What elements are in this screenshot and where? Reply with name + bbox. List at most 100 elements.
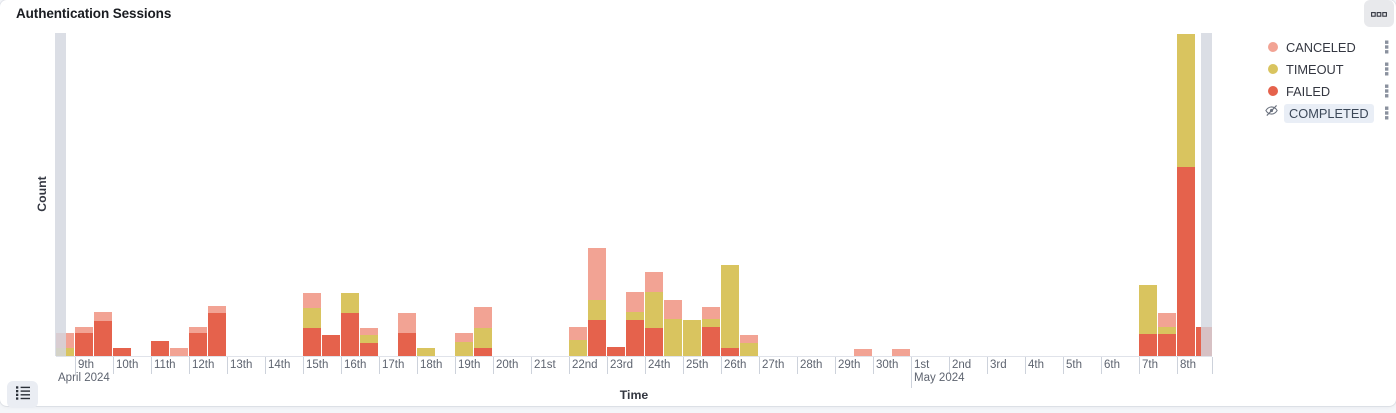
bar-segment-canceled[interactable] bbox=[664, 300, 682, 319]
x-tick bbox=[987, 357, 988, 374]
bar-segment-failed[interactable] bbox=[474, 348, 492, 356]
bar-segment-timeout[interactable] bbox=[1139, 285, 1157, 334]
bar-segment-timeout[interactable] bbox=[1177, 34, 1195, 167]
bar-segment-canceled[interactable] bbox=[360, 328, 378, 335]
legend-item-label: FAILED bbox=[1286, 83, 1331, 99]
x-tick bbox=[265, 357, 266, 374]
bar-segment-canceled[interactable] bbox=[645, 272, 663, 292]
x-tick-label: 17th bbox=[382, 359, 405, 371]
x-tick-label: 10th bbox=[116, 359, 139, 371]
panel-options-button[interactable] bbox=[1364, 0, 1394, 27]
bar-segment-timeout[interactable] bbox=[721, 265, 739, 348]
bar-segment-canceled[interactable] bbox=[303, 293, 321, 308]
bar-segment-failed[interactable] bbox=[189, 333, 207, 356]
bar-segment-timeout[interactable] bbox=[683, 320, 701, 356]
x-tick-label: 15th bbox=[306, 359, 329, 371]
bar-segment-canceled[interactable] bbox=[208, 306, 226, 313]
legend-item-completed[interactable]: COMPLETED bbox=[1264, 102, 1392, 124]
x-tick bbox=[1139, 357, 1140, 374]
bar-segment-failed[interactable] bbox=[721, 348, 739, 356]
bar-segment-timeout[interactable] bbox=[417, 348, 435, 356]
bar-segment-failed[interactable] bbox=[75, 333, 93, 356]
bar-segment-canceled[interactable] bbox=[740, 335, 758, 343]
legend-actions-button[interactable] bbox=[1380, 40, 1392, 54]
legend-item-failed[interactable]: FAILED bbox=[1264, 80, 1392, 102]
boxes-horizontal-icon bbox=[1371, 6, 1387, 21]
x-tick bbox=[797, 357, 798, 374]
bar-segment-canceled[interactable] bbox=[702, 307, 720, 319]
x-tick-label: 22nd bbox=[572, 359, 598, 371]
x-month-label: April 2024 bbox=[58, 372, 110, 384]
bar-segment-failed[interactable] bbox=[94, 321, 112, 356]
x-tick-label: 18th bbox=[420, 359, 443, 371]
bar-segment-failed[interactable] bbox=[588, 320, 606, 356]
bar-segment-canceled[interactable] bbox=[170, 348, 188, 356]
bar-segment-failed[interactable] bbox=[1177, 167, 1195, 356]
bar-segment-canceled[interactable] bbox=[75, 327, 93, 333]
bar-segment-canceled[interactable] bbox=[854, 349, 872, 356]
legend-actions-button[interactable] bbox=[1380, 106, 1392, 120]
bar-segment-failed[interactable] bbox=[702, 327, 720, 356]
bar-segment-canceled[interactable] bbox=[455, 333, 473, 342]
bar-segment-canceled[interactable] bbox=[189, 327, 207, 333]
bar-segment-failed[interactable] bbox=[208, 313, 226, 356]
legend-item-canceled[interactable]: CANCELED bbox=[1264, 36, 1392, 58]
bar-segment-timeout[interactable] bbox=[626, 312, 644, 320]
bar-segment-failed[interactable] bbox=[398, 333, 416, 356]
x-tick-label: 21st bbox=[534, 359, 556, 371]
bar-segment-timeout[interactable] bbox=[303, 308, 321, 328]
bar-segment-timeout[interactable] bbox=[341, 293, 359, 313]
bar-segment-failed[interactable] bbox=[1158, 334, 1176, 356]
x-tick bbox=[75, 357, 76, 374]
bar-segment-timeout[interactable] bbox=[455, 342, 473, 356]
bar-segment-timeout[interactable] bbox=[474, 328, 492, 348]
bar-segment-failed[interactable] bbox=[607, 347, 625, 356]
bar-segment-canceled[interactable] bbox=[398, 313, 416, 333]
bar-segment-failed[interactable] bbox=[626, 320, 644, 356]
x-tick bbox=[189, 357, 190, 374]
bar-segment-failed[interactable] bbox=[113, 348, 131, 356]
x-tick-label: 9th bbox=[78, 359, 94, 371]
x-tick-label: 26th bbox=[724, 359, 747, 371]
bar-segment-canceled[interactable] bbox=[94, 312, 112, 321]
bar-segment-failed[interactable] bbox=[322, 335, 340, 356]
eye-slash-icon bbox=[1264, 103, 1281, 123]
bar-segment-timeout[interactable] bbox=[702, 319, 720, 327]
bar-segment-timeout[interactable] bbox=[360, 335, 378, 343]
bar-segment-timeout[interactable] bbox=[569, 340, 587, 356]
bar-segment-timeout[interactable] bbox=[664, 319, 682, 356]
bar-segment-failed[interactable] bbox=[645, 328, 663, 356]
bar-segment-failed[interactable] bbox=[1139, 334, 1157, 356]
legend-item-label: CANCELED bbox=[1286, 39, 1356, 55]
x-tick bbox=[417, 357, 418, 374]
legend-actions-button[interactable] bbox=[1380, 62, 1392, 76]
x-tick bbox=[493, 357, 494, 374]
x-tick bbox=[911, 357, 912, 388]
bar-segment-failed[interactable] bbox=[360, 343, 378, 356]
x-tick bbox=[151, 357, 152, 374]
x-tick-end bbox=[1212, 357, 1213, 374]
x-tick bbox=[683, 357, 684, 374]
x-tick bbox=[1063, 357, 1064, 374]
bar-segment-canceled[interactable] bbox=[588, 248, 606, 300]
bar-segment-canceled[interactable] bbox=[1158, 313, 1176, 327]
x-tick-label: 14th bbox=[268, 359, 291, 371]
legend-item-timeout[interactable]: TIMEOUT bbox=[1264, 58, 1392, 80]
x-tick-label: 16th bbox=[344, 359, 367, 371]
legend-actions-button[interactable] bbox=[1380, 84, 1392, 98]
bar-segment-failed[interactable] bbox=[303, 328, 321, 356]
x-tick bbox=[113, 357, 114, 374]
bar-segment-timeout[interactable] bbox=[740, 343, 758, 356]
bar-segment-timeout[interactable] bbox=[588, 300, 606, 320]
boxes-vertical-icon bbox=[1384, 84, 1388, 98]
bar-segment-timeout[interactable] bbox=[1158, 327, 1176, 334]
x-month-label: May 2024 bbox=[914, 372, 965, 384]
legend-toggle-button[interactable] bbox=[7, 381, 38, 408]
bar-segment-canceled[interactable] bbox=[474, 307, 492, 328]
bar-segment-failed[interactable] bbox=[341, 313, 359, 356]
bar-segment-failed[interactable] bbox=[151, 341, 169, 356]
bar-segment-canceled[interactable] bbox=[569, 327, 587, 340]
bar-segment-timeout[interactable] bbox=[645, 292, 663, 328]
bar-segment-canceled[interactable] bbox=[626, 292, 644, 312]
bar-segment-canceled[interactable] bbox=[892, 349, 910, 356]
